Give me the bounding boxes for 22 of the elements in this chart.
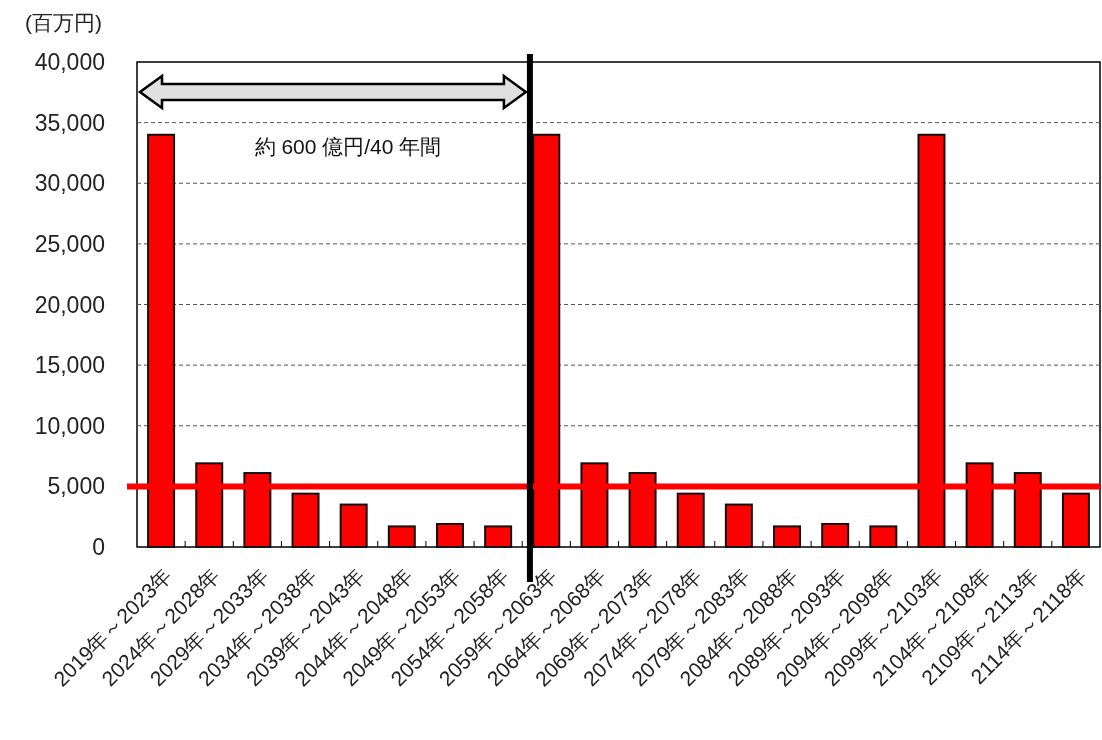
bar <box>435 522 464 548</box>
bar <box>1061 492 1090 548</box>
bar <box>773 525 802 548</box>
y-tick-label: 35,000 <box>34 109 105 136</box>
y-tick-label: 5,000 <box>47 473 105 500</box>
annotation: 約 600 億円/40 年間 <box>254 135 442 158</box>
bar <box>484 525 513 548</box>
y-tick-label: 20,000 <box>34 291 105 318</box>
bar <box>724 503 753 548</box>
bar <box>339 503 368 548</box>
y-tick-label: 10,000 <box>34 412 105 439</box>
y-tick-label: 15,000 <box>34 352 105 379</box>
bar <box>387 525 416 548</box>
bar <box>869 525 898 548</box>
bar <box>676 492 705 548</box>
y-tick-label: 30,000 <box>34 170 105 197</box>
y-tick-label: 0 <box>92 534 105 560</box>
y-tick-label: 40,000 <box>34 49 105 75</box>
bar <box>291 492 320 548</box>
y-axis-title: (百万円) <box>25 11 102 34</box>
bar <box>821 522 850 548</box>
y-tick-label: 25,000 <box>34 230 105 257</box>
